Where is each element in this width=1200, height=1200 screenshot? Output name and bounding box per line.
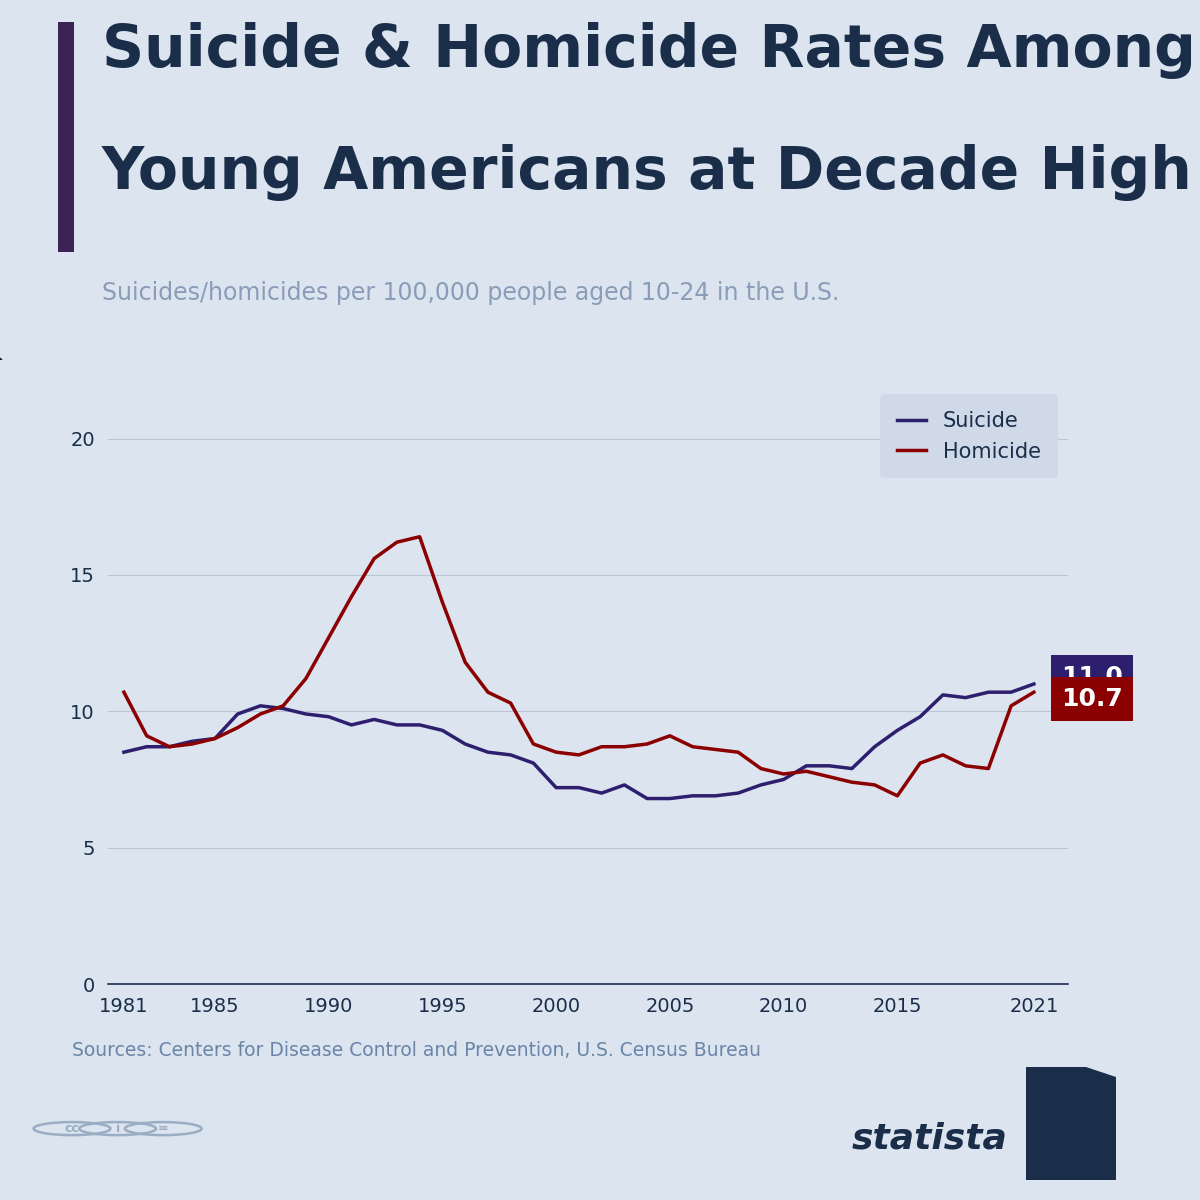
Text: statista: statista	[852, 1122, 1008, 1156]
Text: Suicide & Homicide Rates Among: Suicide & Homicide Rates Among	[102, 22, 1196, 78]
Bar	[58, 22, 74, 252]
Text: =: =	[158, 1122, 168, 1135]
Polygon shape	[1086, 1068, 1116, 1076]
Text: Young Americans at Decade High: Young Americans at Decade High	[102, 144, 1193, 200]
Text: i: i	[115, 1122, 120, 1135]
FancyArrow shape	[0, 359, 2, 360]
Legend: Suicide, Homicide: Suicide, Homicide	[881, 395, 1057, 478]
Bar	[1026, 1068, 1116, 1180]
Text: 11.0: 11.0	[1061, 665, 1123, 689]
Text: Suicides/homicides per 100,000 people aged 10-24 in the U.S.: Suicides/homicides per 100,000 people ag…	[102, 281, 839, 305]
Text: 10.7: 10.7	[1061, 686, 1123, 710]
Text: Sources: Centers for Disease Control and Prevention, U.S. Census Bureau: Sources: Centers for Disease Control and…	[72, 1040, 761, 1060]
Text: cc: cc	[65, 1122, 79, 1135]
